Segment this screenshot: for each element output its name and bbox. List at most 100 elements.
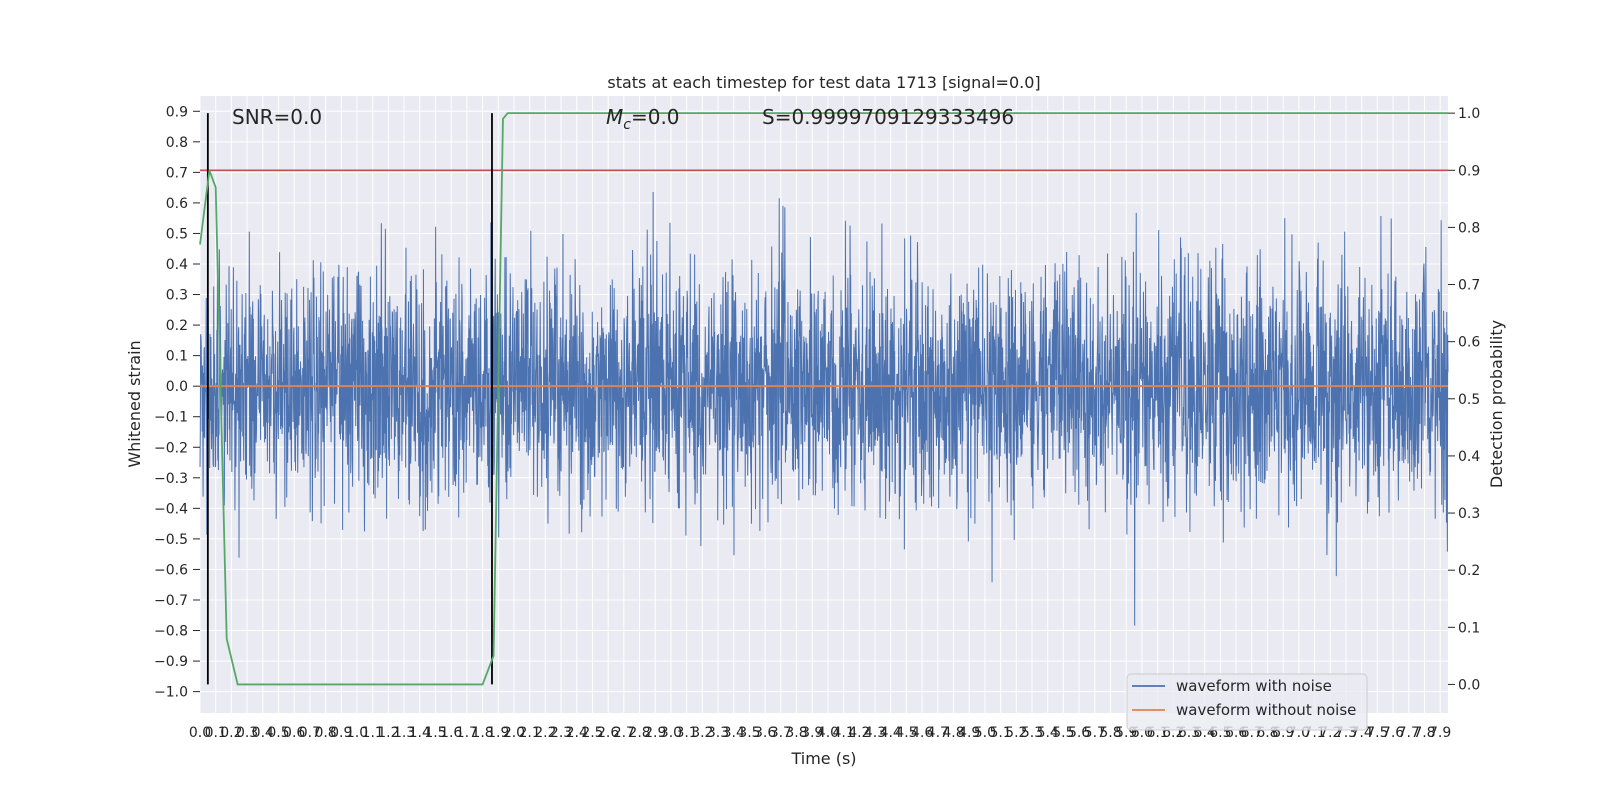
detection-probability-line: [199, 112, 1448, 686]
x-tick-label: 2.8: [628, 725, 650, 741]
y-tick-label: 0.9: [166, 104, 188, 120]
y-tick-label: 0.3: [166, 288, 188, 304]
x-tick-label: 5.7: [1084, 725, 1106, 741]
y-axis-label: Whitened strain: [125, 340, 144, 467]
y-tick-label: −0.7: [154, 593, 188, 609]
x-tick-label: 0.5: [267, 725, 289, 741]
y-tick-label: 0.6: [166, 196, 188, 212]
y2-tick-label: 0.9: [1458, 163, 1480, 179]
x-tick-label: 7.9: [1429, 725, 1451, 741]
x-tick-label: 0.2: [220, 725, 242, 741]
x-tick-label: 2.4: [566, 725, 588, 741]
y2-tick-label: 0.6: [1458, 335, 1480, 351]
x-tick-label: 1.5: [424, 725, 446, 741]
x-tick-label: 7.6: [1382, 725, 1404, 741]
x-axis-label: Time (s): [790, 749, 856, 768]
x-tick-label: 1.6: [440, 725, 462, 741]
x-tick-label: 2.6: [597, 725, 619, 741]
x-tick-label: 2.5: [581, 725, 603, 741]
x-tick-label: 5.5: [1052, 725, 1074, 741]
y2-tick-label: 0.2: [1458, 563, 1480, 579]
y-tick-label: 0.1: [166, 349, 188, 365]
y-tick-label: −0.5: [154, 532, 188, 548]
x-tick-label: 0.0: [189, 725, 211, 741]
x-tick-label: 2.1: [519, 725, 541, 741]
y-tick-label: 0.0: [166, 379, 188, 395]
x-tick-label: 3.1: [676, 725, 698, 741]
x-tick-label: 5.4: [1037, 725, 1059, 741]
x-tick-label: 0.7: [299, 725, 321, 741]
legend-label-without-noise: waveform without noise: [1176, 701, 1356, 719]
x-tick-label: 4.0: [817, 725, 839, 741]
x-tick-label: 2.2: [534, 725, 556, 741]
x-tick-label: 0.1: [205, 725, 227, 741]
y2-tick-label: 1.0: [1458, 106, 1480, 122]
x-tick-label: 1.2: [377, 725, 399, 741]
noise-series: [199, 192, 1449, 626]
y-tick-label: 0.4: [166, 257, 188, 273]
y-tick-label: 0.2: [166, 318, 188, 334]
y2-tick-label: 0.3: [1458, 506, 1480, 522]
x-tick-label: 7.8: [1413, 725, 1435, 741]
x-tick-label: 2.7: [613, 725, 635, 741]
snr-annotation: SNR=0.0: [232, 105, 322, 129]
x-tick-label: 3.7: [770, 725, 792, 741]
x-tick-label: 4.8: [942, 725, 964, 741]
x-tick-label: 4.2: [848, 725, 870, 741]
y-tick-labels: 0.9 0.8 0.7 0.6 0.5 0.4 0.3 0.2 0.1 0.0 −0.1 −0.2 −0…: [154, 104, 200, 701]
y-tick-label: −0.2: [154, 440, 188, 456]
mc-annotation: Mc=0.0: [606, 105, 680, 133]
x-tick-label: 1.3: [393, 725, 415, 741]
legend-label-with-noise: waveform with noise: [1176, 677, 1332, 695]
x-tick-label: 7.7: [1398, 725, 1420, 741]
x-tick-label: 3.5: [738, 725, 760, 741]
x-tick-label: 5.0: [974, 725, 996, 741]
x-tick-label: 3.4: [723, 725, 745, 741]
x-tick-label: 2.3: [550, 725, 572, 741]
y-tick-label: −0.6: [154, 562, 188, 578]
y-tick-label: −0.3: [154, 471, 188, 487]
y2-tick-label: 0.1: [1458, 620, 1480, 636]
y-tick-label: 0.7: [166, 165, 188, 181]
x-tick-label: 4.3: [864, 725, 886, 741]
overlays: [199, 112, 1448, 686]
y2-tick-label: 0.7: [1458, 278, 1480, 294]
x-tick-label: 1.1: [362, 725, 384, 741]
y-tick-label: −0.1: [154, 410, 188, 426]
x-tick-label: 3.0: [660, 725, 682, 741]
y-tick-label: −0.4: [154, 501, 188, 517]
x-tick-label: 0.4: [252, 725, 274, 741]
y2-axis-label: Detection probability: [1487, 320, 1506, 488]
chart-title: stats at each timestep for test data 171…: [607, 73, 1040, 92]
x-tick-label: 0.3: [236, 725, 258, 741]
x-tick-label: 7.5: [1366, 725, 1388, 741]
x-tick-label: 4.4: [880, 725, 902, 741]
y-tick-label: 0.5: [166, 226, 188, 242]
y2-tick-labels: 1.0 0.9 0.8 0.7 0.6 0.5 0.4 0.3 0.2 0.1 0.0: [1448, 106, 1480, 693]
x-tick-label: 0.6: [283, 725, 305, 741]
x-tick-label: 0.9: [330, 725, 352, 741]
waveform-with-noise-line: [199, 192, 1449, 626]
y2-tick-label: 0.5: [1458, 392, 1480, 408]
x-tick-label: 3.3: [707, 725, 729, 741]
x-tick-label: 5.3: [1021, 725, 1043, 741]
y-tick-label: −0.8: [154, 624, 188, 640]
x-tick-label: 5.1: [989, 725, 1011, 741]
y2-tick-label: 0.4: [1458, 449, 1480, 465]
x-tick-label: 1.8: [471, 725, 493, 741]
x-tick-label: 3.9: [801, 725, 823, 741]
x-tick-label: 4.9: [958, 725, 980, 741]
y2-tick-label: 0.0: [1458, 677, 1480, 693]
s-annotation: S=0.9999709129333496: [762, 105, 1014, 129]
x-tick-label: 3.8: [785, 725, 807, 741]
y-tick-label: −0.9: [154, 654, 188, 670]
x-tick-label: 1.9: [487, 725, 509, 741]
x-tick-label: 4.6: [911, 725, 933, 741]
legend: waveform with noise waveform without noi…: [1126, 673, 1368, 731]
x-tick-label: 3.2: [691, 725, 713, 741]
x-tick-label: 0.8: [314, 725, 336, 741]
legend-box: [1126, 673, 1368, 731]
x-tick-label: 2.9: [644, 725, 666, 741]
